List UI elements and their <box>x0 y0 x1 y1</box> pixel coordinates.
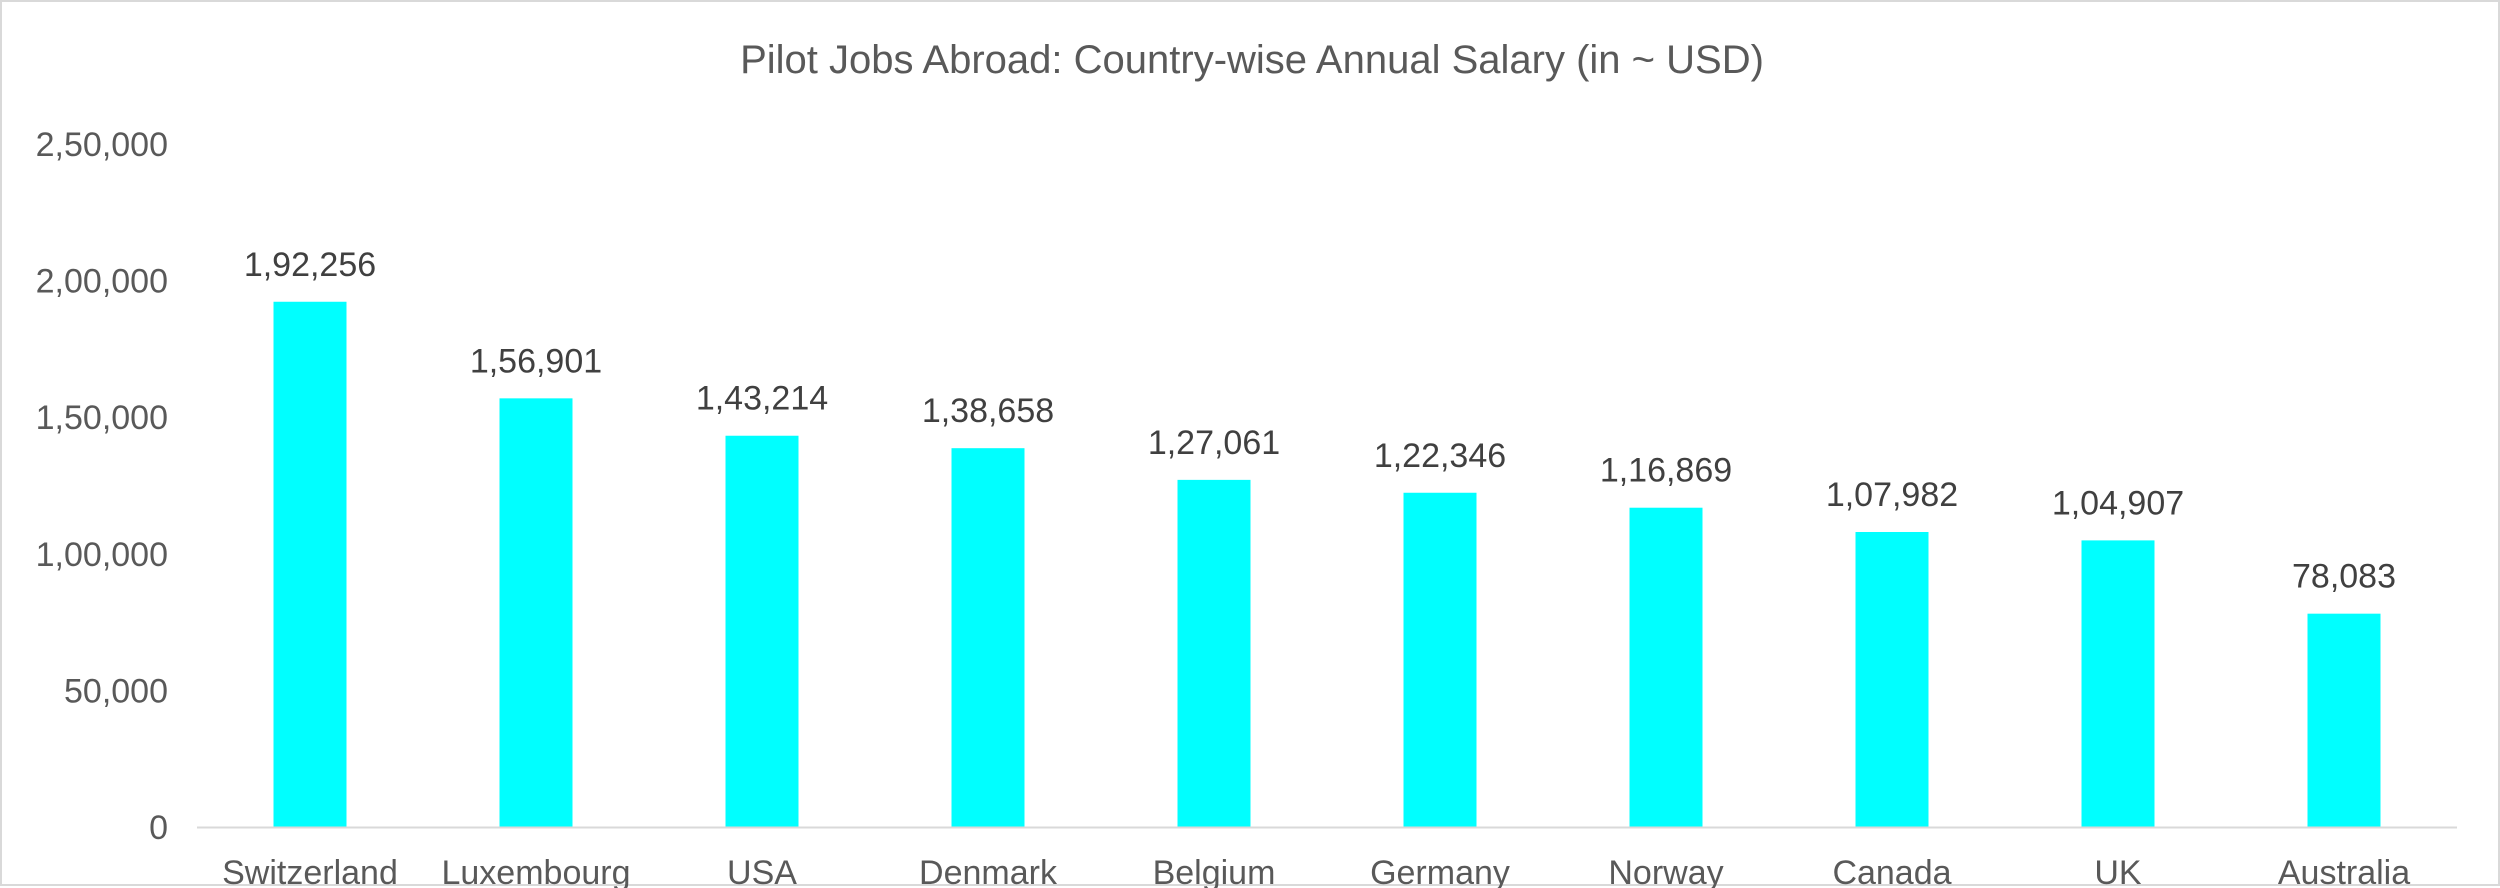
bar <box>2081 540 2155 827</box>
bar <box>499 398 573 827</box>
x-category-label: Belgium <box>1153 854 1276 888</box>
data-label: 1,16,869 <box>1600 452 1732 490</box>
x-category-label: Switzerland <box>222 854 398 888</box>
data-label: 1,92,256 <box>244 246 376 284</box>
data-label: 1,22,346 <box>1374 437 1506 475</box>
bar <box>1855 531 1929 827</box>
x-category-label: UK <box>2094 854 2142 888</box>
bar <box>273 301 347 828</box>
y-tick-label: 0 <box>149 809 168 847</box>
y-tick-label: 2,00,000 <box>36 263 168 301</box>
x-category-label: Denmark <box>919 854 1058 888</box>
data-label: 1,56,901 <box>470 342 602 380</box>
chart-title: Pilot Jobs Abroad: Country-wise Annual S… <box>740 38 1764 82</box>
x-category-label: Norway <box>1608 854 1723 888</box>
data-label: 1,04,907 <box>2052 484 2184 522</box>
y-tick-label: 1,50,000 <box>36 399 168 437</box>
data-label: 1,27,061 <box>1148 424 1280 462</box>
y-tick-label: 50,000 <box>64 672 168 710</box>
data-label: 1,38,658 <box>922 392 1054 430</box>
x-category-label: Luxembourg <box>441 854 630 888</box>
x-category-label: Australia <box>2278 854 2410 888</box>
bar <box>1177 479 1251 827</box>
data-label: 1,43,214 <box>696 380 828 418</box>
x-category-label: Germany <box>1370 854 1510 888</box>
bar <box>951 448 1025 827</box>
y-tick-label: 1,00,000 <box>36 536 168 574</box>
bar <box>1403 492 1477 827</box>
bar <box>1629 507 1703 827</box>
x-category-label: USA <box>727 854 797 888</box>
bar <box>725 435 799 827</box>
data-label: 78,083 <box>2292 558 2396 596</box>
data-label: 1,07,982 <box>1826 476 1958 514</box>
x-category-label: Canada <box>1832 854 1951 888</box>
y-tick-label: 2,50,000 <box>36 126 168 164</box>
bar <box>2307 613 2381 827</box>
